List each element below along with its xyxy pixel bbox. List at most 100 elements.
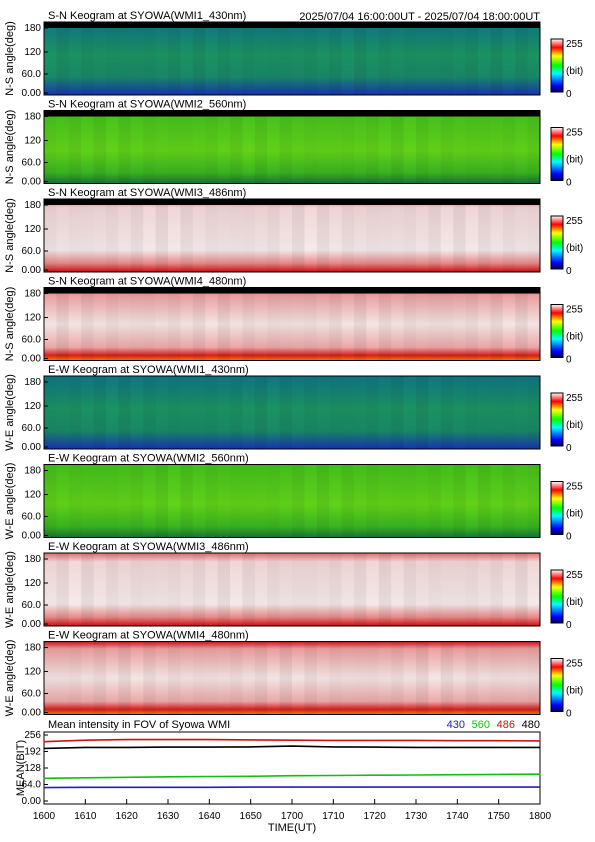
keogram-texture [143,464,156,538]
keogram-texture [118,641,131,715]
keogram-texture [143,641,156,715]
keogram-texture [453,199,466,272]
keogram-texture [217,553,230,626]
colorbar [550,481,564,535]
keogram-texture [254,110,268,184]
keogram-texture [143,22,156,95]
keogram-texture [428,287,441,361]
keogram-texture [490,464,503,538]
series-point [291,739,293,741]
keogram-y-tick: 120 [24,490,41,501]
keogram-panel: E-W Keogram at SYOWA(WMI2_560nm) 180 120 60… [4,453,583,543]
keogram-texture [354,376,367,449]
keogram-texture [68,553,82,626]
colorbar-label: 255 [566,659,583,670]
keogram-y-tick: 0.00 [22,708,42,719]
keogram-texture [440,376,454,449]
keogram-texture [378,22,392,95]
keogram-y-tick: 60.0 [22,158,42,169]
keogram-texture [68,199,82,272]
keogram-texture [465,199,478,272]
keogram-texture [93,22,106,95]
keogram-panel: S-N Keogram at SYOWA(WMI4_480nm) 180 120 60… [4,276,583,366]
keogram-y-tick: 120 [24,224,41,235]
keogram-blank-band [44,22,540,28]
keogram-frame [43,375,541,450]
keogram-texture [106,287,119,361]
keogram-texture [106,464,119,538]
keogram-texture [329,199,342,272]
keogram-texture [292,376,305,449]
keogram-texture [44,287,57,361]
keogram-texture [478,641,491,715]
keogram-y-tick: 120 [24,136,41,147]
keogram-texture [44,464,57,538]
keogram-texture [490,199,503,272]
keogram-texture [230,553,243,626]
keogram-texture [316,199,330,272]
colorbar-label: (bit) [566,686,583,697]
colorbar-label: (bit) [566,155,583,166]
colorbar-label: (bit) [566,420,583,431]
keogram-frame [43,21,541,96]
keogram-texture [354,464,367,538]
keogram-texture [155,376,168,449]
keogram-texture [56,287,69,361]
keogram-texture [168,22,181,95]
series-point [291,775,293,777]
keogram-texture [416,199,429,272]
keogram-texture [205,641,218,715]
keogram-texture [341,22,354,95]
keogram-texture [490,22,503,95]
colorbar-label: 0 [566,620,572,631]
keogram-texture [403,110,416,184]
series-point [332,746,334,748]
keogram-texture [292,641,305,715]
keogram-texture [242,464,255,538]
keogram-texture [81,110,94,184]
keogram-texture [292,199,305,272]
keogram-texture [416,464,429,538]
keogram-texture [106,376,119,449]
mean-x-tick-label: 1740 [446,811,469,822]
keogram-y-tick: 60.0 [22,246,42,257]
keogram-texture [168,464,181,538]
series-point [84,739,86,741]
keogram-image [44,199,540,272]
keogram-texture [44,641,57,715]
keogram-texture [378,110,392,184]
keogram-texture [279,22,292,95]
series-point [84,777,86,779]
keogram-texture [378,464,392,538]
keogram-texture [155,553,168,626]
keogram-texture [168,553,181,626]
series-point [250,786,252,788]
series-point [208,775,210,778]
keogram-texture [130,199,144,272]
keogram-y-tick: 60.0 [22,512,42,523]
keogram-texture [478,22,491,95]
keogram-texture [440,199,454,272]
keogram-texture [279,110,292,184]
keogram-texture [81,553,94,626]
keogram-texture [230,199,243,272]
keogram-texture [93,376,106,449]
keogram-texture [217,376,230,449]
mean-x-tick-label: 1800 [529,811,552,822]
mean-x-tick-label: 1620 [116,811,139,822]
keogram-texture [106,199,119,272]
keogram-texture [205,376,218,449]
keogram-texture [341,641,354,715]
keogram-y-tick: 0.00 [22,531,42,542]
keogram-texture [106,22,119,95]
series-point [374,774,376,776]
keogram-y-tick: 60.0 [22,600,42,611]
keogram-texture [403,199,416,272]
keogram-texture [254,376,268,449]
keogram-title: S-N Keogram at SYOWA(WMI3_486nm) [48,187,246,199]
keogram-texture [118,376,131,449]
keogram-texture [242,287,255,361]
keogram-texture [527,376,540,449]
keogram-image [44,553,540,626]
colorbar-label: 255 [566,393,583,404]
